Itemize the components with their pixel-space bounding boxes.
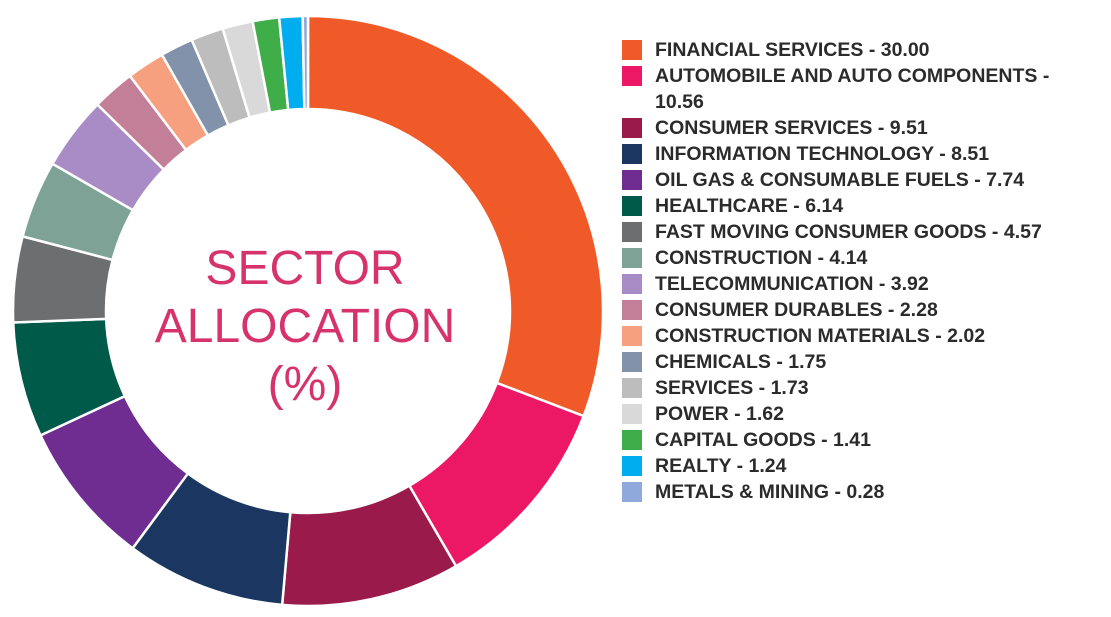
legend-swatch [622, 118, 642, 138]
legend-item: POWER - 1.62 [622, 401, 1102, 427]
legend-label: AUTOMOBILE AND AUTO COMPONENTS - 10.56 [655, 65, 1050, 113]
legend-swatch [622, 404, 642, 424]
donut-slice-16 [301, 14, 310, 111]
legend-item: METALS & MINING - 0.28 [622, 479, 1102, 505]
legend-swatch [622, 274, 642, 294]
donut-slice-0 [306, 14, 605, 418]
chart-legend: FINANCIAL SERVICES - 30.00 AUTOMOBILE AND… [622, 37, 1102, 505]
legend-item: CHEMICALS - 1.75 [622, 349, 1102, 375]
legend-swatch [622, 196, 642, 216]
legend-swatch [622, 300, 642, 320]
legend-item: INFORMATION TECHNOLOGY - 8.51 [622, 141, 1102, 167]
legend-label: FAST MOVING CONSUMER GOODS - 4.57 [655, 221, 1042, 243]
legend-swatch [622, 482, 642, 502]
center-title-line-2: ALLOCATION [154, 300, 456, 353]
legend-item: CONSTRUCTION MATERIALS - 2.02 [622, 323, 1102, 349]
legend-item: CAPITAL GOODS - 1.41 [622, 427, 1102, 453]
legend-label: METALS & MINING - 0.28 [655, 481, 885, 503]
legend-item: CONSUMER DURABLES - 2.28 [622, 297, 1102, 323]
legend-label: SERVICES - 1.73 [655, 377, 809, 399]
legend-swatch [622, 378, 642, 398]
legend-label: CAPITAL GOODS - 1.41 [655, 429, 871, 451]
chart-center-title: SECTOR ALLOCATION (%) [145, 240, 465, 414]
legend-swatch [622, 222, 642, 242]
legend-label: HEALTHCARE - 6.14 [655, 195, 844, 217]
legend-item: CONSUMER SERVICES - 9.51 [622, 115, 1102, 141]
legend-swatch [622, 144, 642, 164]
legend-label: OIL GAS & CONSUMABLE FUELS - 7.74 [655, 169, 1025, 191]
legend-item: HEALTHCARE - 6.14 [622, 193, 1102, 219]
legend-swatch [622, 352, 642, 372]
legend-label: POWER - 1.62 [655, 403, 784, 425]
legend-item: FAST MOVING CONSUMER GOODS - 4.57 [622, 219, 1102, 245]
legend-swatch [622, 40, 642, 60]
donut-chart [11, 14, 605, 608]
legend-label: INFORMATION TECHNOLOGY - 8.51 [655, 143, 990, 165]
legend-item: SERVICES - 1.73 [622, 375, 1102, 401]
legend-swatch [622, 456, 642, 476]
legend-label: TELECOMMUNICATION - 3.92 [655, 273, 929, 295]
legend-swatch [622, 430, 642, 450]
center-title-line-1: SECTOR [205, 242, 405, 295]
legend-label: CONSUMER DURABLES - 2.28 [655, 299, 938, 321]
legend-swatch [622, 66, 642, 86]
legend-item: TELECOMMUNICATION - 3.92 [622, 271, 1102, 297]
legend-swatch [622, 170, 642, 190]
legend-label: FINANCIAL SERVICES - 30.00 [655, 39, 930, 61]
legend-item: REALTY - 1.24 [622, 453, 1102, 479]
legend-item: AUTOMOBILE AND AUTO COMPONENTS - 10.56 [622, 63, 1102, 115]
legend-label: CONSTRUCTION - 4.14 [655, 247, 868, 269]
legend-swatch [622, 326, 642, 346]
legend-item: FINANCIAL SERVICES - 30.00 [622, 37, 1102, 63]
legend-item: OIL GAS & CONSUMABLE FUELS - 7.74 [622, 167, 1102, 193]
legend-label: CONSUMER SERVICES - 9.51 [655, 117, 928, 139]
legend-label: REALTY - 1.24 [655, 455, 787, 477]
legend-item: CONSTRUCTION - 4.14 [622, 245, 1102, 271]
legend-label: CONSTRUCTION MATERIALS - 2.02 [655, 325, 986, 347]
legend-swatch [622, 248, 642, 268]
legend-label: CHEMICALS - 1.75 [655, 351, 827, 373]
center-title-line-3: (%) [267, 358, 343, 411]
